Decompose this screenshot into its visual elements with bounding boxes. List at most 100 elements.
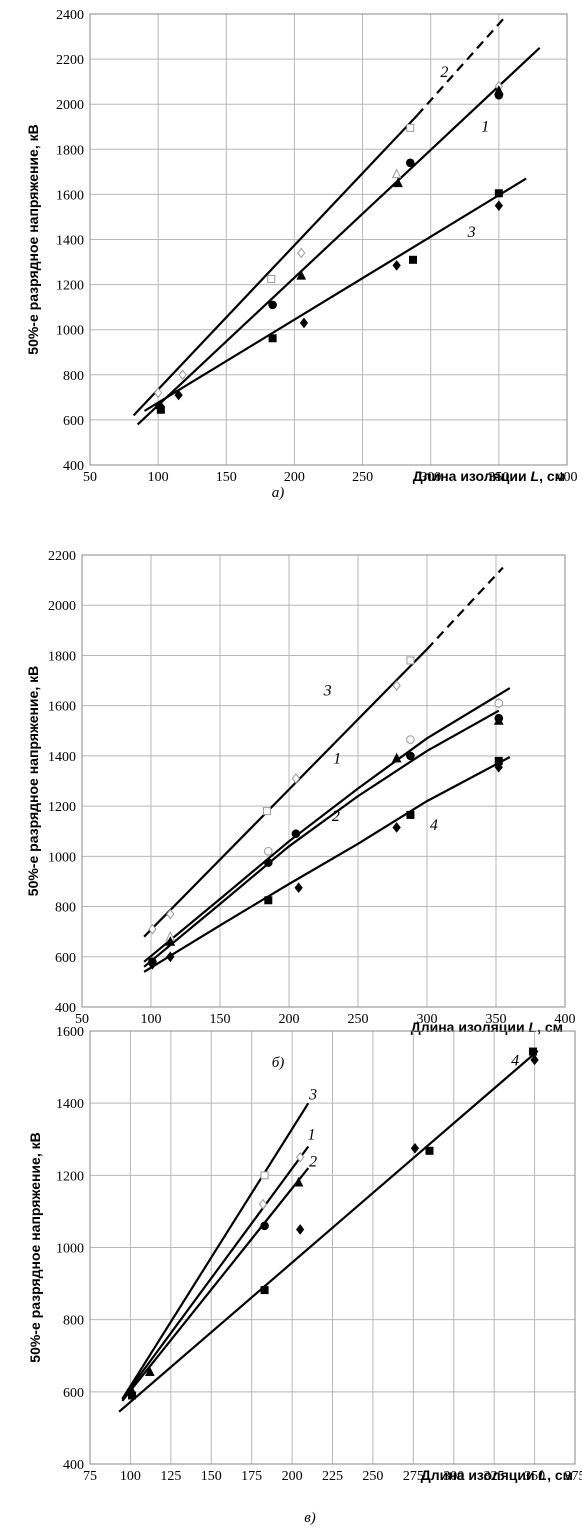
y-tick-label: 800: [55, 901, 76, 916]
data-point-square-filled: [528, 1047, 537, 1056]
x-tick-label: 250: [352, 470, 373, 485]
y-tick-label: 1600: [56, 188, 84, 203]
x-tick-label: 375: [565, 1469, 582, 1484]
x-axis-label: Длина изоляции L, см: [413, 468, 565, 484]
x-tick-label: 150: [201, 1469, 222, 1484]
series-line-1: [143, 687, 511, 963]
data-point-diamond-open: [392, 680, 401, 691]
data-point-circle-open: [406, 735, 415, 744]
y-tick-label: 400: [55, 1001, 76, 1016]
data-point-diamond-filled: [410, 1142, 420, 1154]
data-point-diamond-filled: [299, 317, 309, 329]
data-point-triangle-filled: [493, 715, 504, 725]
y-tick-label: 1200: [48, 800, 76, 815]
data-point-circle-open: [494, 698, 504, 708]
series-line-2: [132, 114, 418, 417]
data-point-diamond-filled: [392, 260, 401, 271]
series-line-1: [136, 46, 541, 426]
y-axis-label: 50%-е разрядное напряжение, кВ: [27, 1132, 43, 1362]
data-point-diamond-filled: [494, 761, 503, 773]
series-label-4: 4: [511, 1052, 519, 1069]
data-point-diamond-filled: [530, 1054, 539, 1066]
series-line-3: [426, 566, 504, 650]
data-point-circle-filled: [268, 300, 277, 310]
x-tick-label: 400: [557, 470, 578, 485]
data-point-circle-filled: [291, 829, 301, 839]
data-point-diamond-filled: [166, 951, 175, 963]
plot-frame: [81, 554, 566, 1008]
x-tick-label: 400: [555, 1012, 576, 1027]
series-label-1: 1: [307, 1126, 315, 1143]
data-point-diamond-open: [178, 369, 187, 381]
x-tick-label: 300: [417, 1012, 438, 1027]
x-tick-label: 175: [241, 1469, 262, 1484]
x-tick-label: 150: [216, 470, 237, 485]
x-tick-label: 300: [443, 1469, 464, 1484]
data-point-diamond-filled: [294, 882, 303, 894]
series-line-3: [143, 648, 428, 938]
data-point-triangle-filled: [296, 269, 307, 280]
data-point-circle-open: [264, 847, 273, 856]
x-tick-label: 300: [420, 470, 441, 485]
data-point-square-filled: [268, 334, 277, 343]
x-tick-label: 100: [120, 1469, 141, 1484]
data-point-square-filled: [494, 189, 503, 198]
x-tick-label: 325: [484, 1469, 505, 1484]
y-tick-label: 2200: [48, 549, 76, 564]
series-label-1: 1: [481, 118, 489, 135]
data-point-circle-filled: [260, 1221, 269, 1231]
data-point-square-filled: [128, 1391, 137, 1400]
data-point-diamond-open: [154, 387, 163, 399]
y-tick-label: 2000: [48, 599, 76, 614]
plot-frame: [89, 1030, 576, 1465]
x-axis-label: Длина изоляции L, см: [411, 1019, 563, 1035]
data-point-diamond-open: [148, 923, 157, 935]
x-tick-label: 125: [160, 1469, 181, 1484]
y-tick-label: 600: [63, 414, 84, 429]
y-tick-label: 600: [55, 951, 76, 966]
series-line-1: [121, 1145, 310, 1400]
y-tick-label: 1000: [48, 850, 76, 865]
series-label-3: 3: [467, 224, 476, 241]
data-point-diamond-filled: [174, 389, 183, 401]
x-tick-label: 250: [348, 1012, 369, 1027]
series-line-2: [416, 15, 507, 117]
y-tick-label: 800: [63, 1314, 84, 1329]
y-tick-label: 1400: [56, 1097, 84, 1112]
series-line-4: [143, 756, 511, 973]
x-tick-label: 50: [75, 1012, 89, 1027]
x-tick-label: 200: [279, 1012, 300, 1027]
data-point-diamond-filled: [148, 958, 157, 970]
x-tick-label: 200: [284, 470, 305, 485]
data-point-diamond-filled: [296, 1224, 305, 1235]
y-tick-label: 1400: [56, 234, 84, 249]
data-point-diamond-filled: [392, 822, 401, 833]
y-tick-label: 1000: [56, 324, 84, 339]
y-tick-label: 400: [63, 459, 84, 474]
y-tick-label: 1600: [48, 700, 76, 715]
series-label-2: 2: [332, 808, 340, 825]
y-tick-label: 400: [63, 1458, 84, 1473]
data-point-triangle-filled: [494, 85, 504, 95]
data-point-triangle-filled: [391, 752, 402, 763]
x-tick-label: 50: [83, 470, 97, 485]
data-point-triangle-filled: [393, 177, 403, 188]
data-point-triangle-open: [391, 168, 402, 179]
y-tick-label: 1200: [56, 1169, 84, 1184]
y-tick-label: 2400: [56, 8, 84, 23]
panel-label: б): [272, 1055, 285, 1071]
series-line-2: [143, 709, 500, 968]
x-tick-label: 350: [488, 470, 509, 485]
x-tick-label: 275: [403, 1469, 424, 1484]
x-tick-label: 200: [282, 1469, 303, 1484]
data-point-square-filled: [264, 896, 273, 905]
x-tick-label: 100: [148, 470, 169, 485]
data-point-circle-filled: [405, 158, 415, 168]
x-tick-label: 350: [524, 1469, 545, 1484]
x-tick-label: 75: [83, 1469, 97, 1484]
data-point-circle-filled: [264, 858, 273, 867]
data-point-triangle-filled: [145, 1366, 155, 1376]
data-point-diamond-open: [297, 247, 306, 259]
data-point-square-filled: [260, 1286, 269, 1295]
data-point-square-filled: [425, 1146, 434, 1155]
